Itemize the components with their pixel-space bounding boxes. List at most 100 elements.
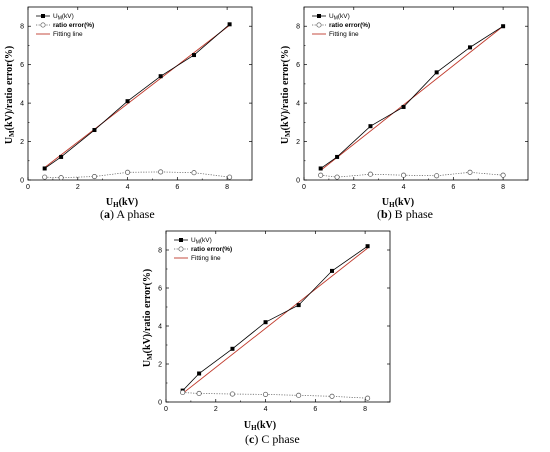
plot-frame	[27, 6, 253, 181]
plot-frame	[165, 230, 391, 403]
ratio-error-point	[191, 170, 197, 176]
ratio-error-point	[91, 173, 98, 180]
ratio-error-point	[334, 174, 340, 180]
y-tick-label: 4	[158, 324, 162, 331]
x-tick-label: 8	[501, 184, 505, 191]
measured-point	[125, 99, 130, 104]
ratio-error-point	[296, 392, 302, 398]
y-tick-label: 6	[296, 62, 300, 69]
measured-point	[501, 24, 506, 29]
y-tick-label: 2	[296, 139, 300, 146]
measured-point	[192, 53, 197, 58]
x-tick-label: 2	[352, 184, 356, 191]
y-tick-label: 8	[296, 24, 300, 31]
measured-point	[318, 166, 323, 171]
x-tick-label: 2	[76, 184, 80, 191]
legend-measured-label: UM(kV)	[191, 237, 212, 246]
x-tick-label: 0	[302, 184, 306, 191]
plot-frame	[303, 6, 529, 181]
measured-point	[92, 128, 97, 133]
ratio-error-point	[467, 169, 473, 175]
ratio-error-point	[180, 389, 186, 396]
x-tick-label: 6	[313, 406, 317, 413]
legend-measured-label: UM(kV)	[53, 13, 74, 22]
measured-point	[368, 124, 373, 129]
x-tick-label: 6	[451, 184, 455, 191]
measured-point	[158, 74, 163, 79]
x-tick-label: 4	[126, 184, 130, 191]
legend-measured-label: UM(kV)	[329, 13, 350, 22]
y-tick-label: 4	[20, 101, 24, 108]
x-axis-label: UH(kV)	[244, 420, 276, 432]
legend-fit-label: Fitting line	[53, 31, 83, 38]
y-tick-label: 0	[158, 400, 162, 407]
legend-fit-label: Fitting line	[191, 255, 221, 262]
y-tick-label: 4	[296, 101, 300, 108]
chart-caption: (a) A phase	[100, 207, 155, 221]
legend-measured-marker	[41, 14, 45, 18]
x-tick-label: 0	[164, 406, 168, 413]
y-tick-label: 8	[158, 248, 162, 255]
ratio-error-point	[318, 172, 324, 178]
x-tick-label: 4	[402, 184, 406, 191]
legend-measured-marker	[317, 14, 321, 18]
legend-ratio-label: ratio error(%)	[53, 22, 94, 29]
y-tick-label: 2	[158, 362, 162, 369]
measured-point	[330, 268, 335, 273]
ratio-error-point	[227, 174, 233, 180]
ratio-error-point	[58, 175, 64, 181]
measured-point	[296, 303, 301, 308]
ratio-error-point	[158, 169, 164, 175]
chart-b: 0 2 4 6 8 0 2 4 6 8 UM(kV)ratio error(%) Fitting li…	[280, 6, 529, 221]
ratio-error-point	[125, 169, 131, 175]
measured-point	[401, 104, 406, 109]
y-axis-label: UM(kV)/ratio error(%)	[4, 46, 16, 144]
measured-point	[59, 154, 64, 159]
ratio-error-line	[44, 171, 230, 179]
x-tick-label: 0	[26, 184, 30, 191]
ratio-error-point	[263, 391, 269, 397]
x-tick-label: 8	[225, 184, 229, 191]
x-tick-label: 6	[175, 184, 179, 191]
y-tick-label: 0	[20, 178, 24, 185]
ratio-error-line	[182, 392, 368, 399]
ratio-error-point	[365, 395, 371, 401]
ratio-error-point	[434, 173, 440, 179]
measured-point	[335, 154, 340, 159]
chart-caption: (c) C phase	[245, 432, 300, 446]
x-tick-label: 4	[264, 406, 268, 413]
x-tick-label: 2	[214, 406, 218, 413]
legend-fit-label: Fitting line	[329, 31, 359, 38]
x-axis-label: UH(kV)	[106, 197, 138, 209]
legend-ratio-label: ratio error(%)	[191, 246, 232, 253]
measured-point	[230, 346, 235, 351]
ratio-error-line	[320, 171, 504, 178]
measured-point	[468, 45, 473, 50]
measured-point	[227, 22, 232, 27]
measured-point	[197, 371, 202, 376]
fitting-line	[44, 24, 230, 168]
y-tick-label: 6	[158, 286, 162, 293]
legend-ratio-marker	[178, 246, 184, 252]
ratio-error-point	[42, 174, 48, 180]
x-axis-label: UH(kV)	[382, 197, 414, 209]
y-tick-label: 8	[20, 24, 24, 31]
chart-caption: (b) B phase	[377, 207, 433, 221]
ratio-error-point	[329, 393, 335, 399]
chart-a: 0 2 4 6 8 0 2 4 6 8 UM(kV)ratio error(%) Fitting li…	[4, 6, 253, 221]
ratio-error-point	[229, 391, 236, 397]
ratio-error-point	[196, 390, 202, 397]
legend-ratio-marker	[316, 22, 322, 28]
ratio-error-point	[367, 171, 374, 177]
measured-point	[263, 320, 268, 325]
measured-point	[434, 70, 439, 75]
y-tick-label: 2	[20, 139, 24, 146]
ratio-error-point	[500, 172, 506, 178]
y-axis-label: UM(kV)/ratio error(%)	[142, 269, 154, 367]
legend-ratio-marker	[40, 22, 46, 28]
measured-line	[182, 245, 368, 391]
measured-point	[42, 166, 47, 171]
y-axis-label: UM(kV)/ratio error(%)	[280, 46, 292, 144]
chart-c: 0 2 4 6 8 0 2 4 6 8 UM(kV)ratio error(%) Fitting li…	[142, 230, 391, 446]
